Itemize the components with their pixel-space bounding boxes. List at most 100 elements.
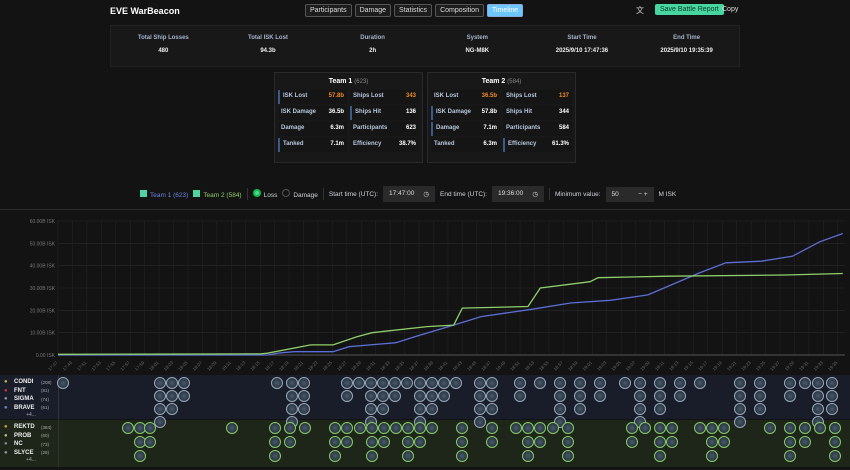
- ship-loss-marker[interactable]: [706, 436, 718, 448]
- ship-loss-marker[interactable]: [284, 422, 296, 434]
- ship-loss-marker[interactable]: [522, 436, 534, 448]
- ship-loss-marker[interactable]: [365, 377, 377, 389]
- ship-loss-marker[interactable]: [366, 436, 378, 448]
- ship-loss-marker[interactable]: [438, 390, 450, 402]
- ship-loss-marker[interactable]: [814, 422, 826, 434]
- ship-loss-marker[interactable]: [562, 450, 574, 462]
- ship-loss-marker[interactable]: [812, 403, 824, 415]
- tab-timeline[interactable]: Timeline: [486, 4, 524, 17]
- alliance-row[interactable]: ● BRAVE (61): [4, 404, 58, 413]
- ship-loss-marker[interactable]: [734, 377, 746, 389]
- ship-loss-marker[interactable]: [366, 450, 378, 462]
- tab-participants[interactable]: Participants: [305, 4, 352, 17]
- minimum-value-input[interactable]: 50 − +: [605, 186, 654, 202]
- ship-loss-marker[interactable]: [654, 422, 666, 434]
- ship-loss-marker[interactable]: [674, 377, 686, 389]
- ship-loss-marker[interactable]: [486, 422, 498, 434]
- ship-loss-marker[interactable]: [554, 377, 566, 389]
- ship-loss-marker[interactable]: [574, 377, 586, 389]
- ship-loss-marker[interactable]: [634, 390, 646, 402]
- team-1-checkbox[interactable]: Team 1 (623): [140, 189, 188, 199]
- ship-loss-marker[interactable]: [654, 390, 666, 402]
- ship-loss-marker[interactable]: [654, 450, 666, 462]
- ship-loss-marker[interactable]: [826, 390, 838, 402]
- ship-loss-marker[interactable]: [378, 436, 390, 448]
- alliance-row[interactable]: ● SIGMA (74): [4, 395, 58, 404]
- tab-statistics[interactable]: Statistics: [394, 4, 433, 17]
- ship-loss-marker[interactable]: [764, 422, 776, 434]
- ship-loss-marker[interactable]: [122, 422, 134, 434]
- ship-loss-marker[interactable]: [378, 422, 390, 434]
- ship-loss-marker[interactable]: [426, 422, 438, 434]
- ship-loss-marker[interactable]: [341, 377, 353, 389]
- ship-loss-marker[interactable]: [474, 416, 486, 428]
- more-alliances-link[interactable]: +4...: [26, 457, 36, 463]
- ship-loss-marker[interactable]: [666, 422, 678, 434]
- ship-loss-marker[interactable]: [298, 377, 310, 389]
- ship-loss-marker[interactable]: [154, 377, 166, 389]
- ship-loss-marker[interactable]: [329, 436, 341, 448]
- ship-loss-marker[interactable]: [414, 436, 426, 448]
- ship-loss-marker[interactable]: [486, 390, 498, 402]
- ship-loss-marker[interactable]: [271, 377, 283, 389]
- ship-loss-marker[interactable]: [514, 390, 526, 402]
- ship-loss-marker[interactable]: [619, 377, 631, 389]
- ship-loss-marker[interactable]: [154, 403, 166, 415]
- ship-loss-marker[interactable]: [341, 390, 353, 402]
- ship-loss-marker[interactable]: [554, 390, 566, 402]
- ship-loss-marker[interactable]: [718, 422, 730, 434]
- ship-loss-marker[interactable]: [634, 377, 646, 389]
- ship-loss-marker[interactable]: [829, 436, 841, 448]
- tab-composition[interactable]: Composition: [435, 4, 484, 17]
- ship-loss-marker[interactable]: [639, 422, 651, 434]
- start-time-input[interactable]: 17:47:00 ◷: [383, 186, 436, 202]
- ship-loss-marker[interactable]: [812, 390, 824, 402]
- ship-loss-marker[interactable]: [734, 390, 746, 402]
- team-2-checkbox[interactable]: Team 2 (584): [193, 189, 242, 199]
- ship-loss-marker[interactable]: [166, 377, 178, 389]
- ship-loss-marker[interactable]: [474, 390, 486, 402]
- ship-loss-marker[interactable]: [286, 403, 298, 415]
- ship-loss-marker[interactable]: [626, 436, 638, 448]
- ship-loss-marker[interactable]: [626, 422, 638, 434]
- ship-loss-marker[interactable]: [534, 436, 546, 448]
- ship-loss-marker[interactable]: [829, 422, 841, 434]
- ship-loss-marker[interactable]: [365, 390, 377, 402]
- ship-loss-marker[interactable]: [377, 377, 389, 389]
- ship-loss-marker[interactable]: [341, 422, 353, 434]
- ship-loss-marker[interactable]: [178, 390, 190, 402]
- ship-loss-marker[interactable]: [486, 436, 498, 448]
- ship-loss-marker[interactable]: [298, 390, 310, 402]
- ship-loss-marker[interactable]: [426, 403, 438, 415]
- ship-loss-marker[interactable]: [829, 450, 841, 462]
- ship-loss-marker[interactable]: [666, 436, 678, 448]
- ship-loss-marker[interactable]: [438, 377, 450, 389]
- ship-loss-marker[interactable]: [166, 403, 178, 415]
- ship-loss-marker[interactable]: [799, 422, 811, 434]
- ship-loss-marker[interactable]: [377, 403, 389, 415]
- ship-loss-marker[interactable]: [402, 450, 414, 462]
- ship-loss-marker[interactable]: [269, 450, 281, 462]
- ship-loss-marker[interactable]: [284, 436, 296, 448]
- alliance-row[interactable]: ● FNT (81): [4, 387, 58, 396]
- ship-loss-marker[interactable]: [178, 377, 190, 389]
- ship-loss-marker[interactable]: [510, 422, 522, 434]
- ship-loss-marker[interactable]: [534, 377, 546, 389]
- ship-loss-marker[interactable]: [514, 377, 526, 389]
- ship-loss-marker[interactable]: [401, 377, 413, 389]
- ship-loss-marker[interactable]: [390, 422, 402, 434]
- ship-loss-marker[interactable]: [474, 377, 486, 389]
- ship-loss-marker[interactable]: [134, 450, 146, 462]
- ship-loss-marker[interactable]: [402, 422, 414, 434]
- ship-loss-marker[interactable]: [299, 422, 311, 434]
- alliance-row[interactable]: ● REKTD (384): [4, 423, 58, 432]
- ship-loss-marker[interactable]: [366, 422, 378, 434]
- ship-loss-marker[interactable]: [389, 390, 401, 402]
- ship-loss-marker[interactable]: [389, 377, 401, 389]
- stepper-icon[interactable]: − +: [638, 190, 648, 198]
- ship-loss-marker[interactable]: [414, 403, 426, 415]
- ship-loss-marker[interactable]: [522, 450, 534, 462]
- ship-loss-marker[interactable]: [674, 390, 686, 402]
- ship-loss-marker[interactable]: [562, 422, 574, 434]
- ship-loss-marker[interactable]: [534, 422, 546, 434]
